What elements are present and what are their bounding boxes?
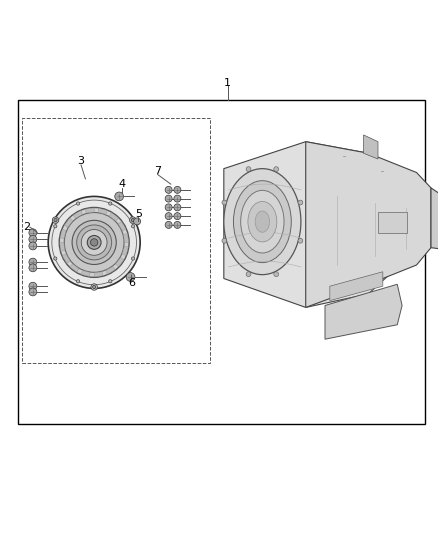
Polygon shape (364, 135, 378, 159)
Circle shape (174, 204, 181, 211)
Ellipse shape (255, 211, 269, 232)
Polygon shape (70, 264, 79, 272)
Circle shape (126, 273, 135, 281)
Circle shape (298, 200, 303, 205)
Circle shape (91, 239, 98, 246)
Polygon shape (306, 142, 431, 308)
Polygon shape (62, 254, 70, 263)
Text: 3: 3 (78, 156, 85, 166)
Polygon shape (85, 208, 94, 213)
Text: 7: 7 (154, 166, 161, 176)
Ellipse shape (224, 168, 301, 274)
Circle shape (81, 230, 107, 255)
Text: 6: 6 (128, 278, 135, 288)
Polygon shape (325, 284, 402, 339)
Bar (378, 212, 407, 233)
Circle shape (48, 197, 140, 288)
Circle shape (29, 264, 37, 272)
Circle shape (59, 207, 129, 277)
Polygon shape (73, 211, 82, 219)
Text: 4: 4 (118, 179, 125, 189)
Circle shape (92, 285, 96, 289)
Polygon shape (122, 246, 128, 256)
Circle shape (165, 213, 172, 220)
Circle shape (174, 221, 181, 229)
Circle shape (246, 272, 251, 277)
Circle shape (165, 187, 172, 193)
Circle shape (29, 282, 37, 290)
Text: 1: 1 (224, 77, 231, 87)
Polygon shape (224, 142, 392, 308)
Polygon shape (98, 208, 107, 214)
Polygon shape (60, 243, 65, 252)
Circle shape (246, 167, 251, 172)
Circle shape (165, 221, 172, 229)
Circle shape (131, 225, 134, 228)
Circle shape (72, 220, 116, 264)
Ellipse shape (240, 190, 284, 253)
Circle shape (109, 202, 112, 205)
Circle shape (165, 195, 172, 202)
Circle shape (54, 257, 57, 260)
Circle shape (77, 202, 80, 205)
Polygon shape (124, 233, 129, 243)
Polygon shape (81, 270, 90, 277)
Bar (22, 118, 210, 363)
Polygon shape (106, 266, 115, 274)
Circle shape (298, 238, 303, 243)
Circle shape (174, 187, 181, 193)
Circle shape (134, 218, 141, 225)
Text: 5: 5 (135, 209, 142, 219)
Bar (18, 100, 425, 424)
Circle shape (77, 280, 80, 283)
Circle shape (54, 219, 57, 222)
Circle shape (29, 229, 37, 237)
Circle shape (109, 280, 112, 283)
Circle shape (130, 217, 136, 223)
Circle shape (131, 219, 134, 222)
Polygon shape (431, 188, 438, 249)
Circle shape (29, 288, 37, 296)
Ellipse shape (248, 201, 277, 242)
Circle shape (64, 213, 124, 272)
Polygon shape (118, 221, 126, 231)
Circle shape (54, 225, 57, 228)
Circle shape (131, 257, 134, 260)
Text: 2: 2 (23, 222, 30, 232)
Circle shape (91, 284, 97, 290)
Circle shape (52, 217, 59, 223)
Circle shape (274, 167, 279, 172)
Polygon shape (64, 218, 73, 227)
Circle shape (77, 225, 112, 260)
Circle shape (174, 213, 181, 220)
Circle shape (29, 258, 37, 266)
Circle shape (174, 195, 181, 202)
Circle shape (222, 238, 227, 243)
Circle shape (29, 236, 37, 243)
Polygon shape (116, 257, 124, 267)
Circle shape (115, 192, 124, 201)
Circle shape (165, 204, 172, 211)
Ellipse shape (233, 181, 291, 263)
Circle shape (87, 236, 101, 249)
Circle shape (29, 242, 37, 250)
Circle shape (222, 200, 227, 205)
Polygon shape (60, 229, 66, 238)
Polygon shape (94, 272, 103, 277)
Polygon shape (330, 272, 383, 301)
Polygon shape (110, 213, 119, 221)
Circle shape (274, 272, 279, 277)
